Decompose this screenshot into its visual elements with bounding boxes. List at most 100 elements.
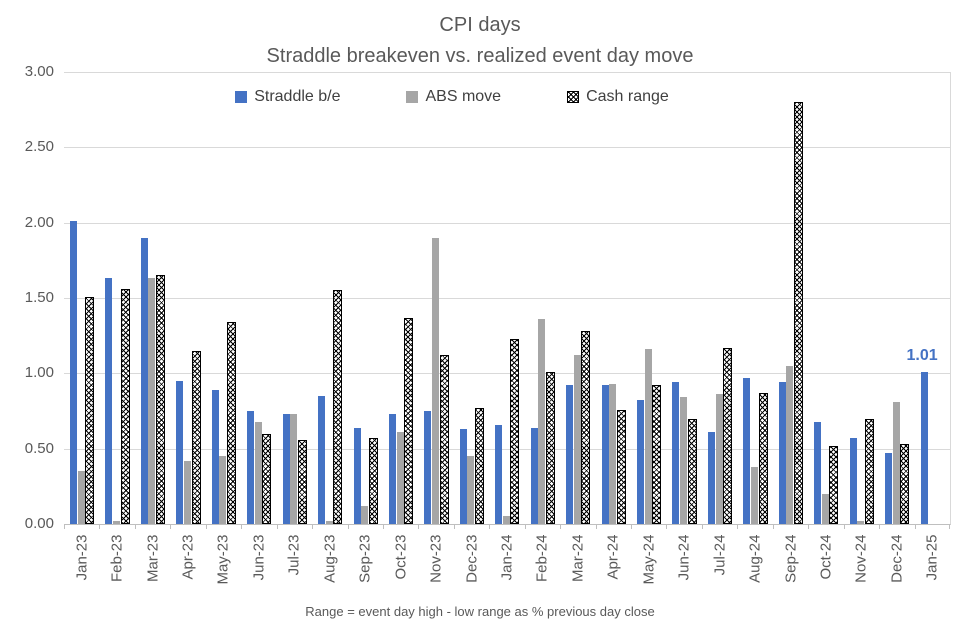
bar-straddle-b-e-jan-25: [920, 371, 928, 524]
x-axis-tick: [843, 524, 845, 529]
bar-abs-move-aug-23: [325, 521, 333, 524]
y-axis-label: 3.00: [24, 63, 54, 80]
x-axis-tick: [631, 524, 633, 529]
legend: Straddle b/e ABS move Cash range: [9, 88, 895, 106]
x-axis-label-feb-24: Feb-24: [533, 534, 551, 583]
bar-straddle-b-e-jul-23: [282, 414, 290, 524]
x-axis-tick: [560, 524, 562, 529]
bar-abs-move-apr-23: [183, 460, 191, 524]
x-axis-label-sep-24: Sep-24: [782, 534, 800, 583]
bar-straddle-b-e-jan-24: [495, 424, 503, 524]
bar-cash-range-apr-24: [616, 409, 626, 524]
bar-abs-move-jun-23: [254, 421, 262, 524]
bar-abs-move-jan-24: [502, 516, 510, 524]
bar-abs-move-dec-23: [467, 456, 475, 524]
bar-group-dec-24: [879, 72, 914, 524]
legend-item-abs: ABS move: [406, 88, 501, 106]
bar-straddle-b-e-jul-24: [707, 432, 715, 524]
y-axis-label: 1.00: [24, 364, 54, 382]
bar-group-sep-24: [773, 72, 808, 524]
abs-swatch-icon: [406, 91, 419, 103]
bar-group-jul-23: [277, 72, 312, 524]
bar-cash-range-jun-24: [687, 418, 697, 524]
x-axis-tick: [99, 524, 101, 529]
bar-group-feb-23: [99, 72, 134, 524]
bar-straddle-b-e-jun-24: [672, 382, 680, 524]
x-axis-label-apr-24: Apr-24: [604, 534, 622, 580]
x-axis-label-jan-25: Jan-25: [923, 534, 941, 581]
chart-title: CPI days: [439, 14, 521, 36]
x-axis-label-apr-23: Apr-23: [179, 534, 197, 580]
bar-abs-move-mar-23: [148, 278, 156, 524]
x-axis-label-nov-23: Nov-23: [427, 534, 445, 583]
bar-straddle-b-e-aug-23: [318, 395, 326, 524]
legend-label-cash: Cash range: [586, 88, 669, 105]
x-axis-label-nov-24: Nov-24: [852, 534, 870, 583]
x-axis-tick: [64, 524, 65, 529]
x-axis-tick: [808, 524, 810, 529]
x-axis-label-jul-23: Jul-23: [285, 534, 303, 576]
bar-straddle-b-e-nov-23: [424, 411, 432, 524]
bar-abs-move-oct-23: [396, 432, 404, 524]
bar-group-apr-24: [596, 72, 631, 524]
bar-cash-range-oct-24: [829, 445, 839, 524]
bar-group-aug-24: [737, 72, 772, 524]
bar-abs-move-sep-24: [786, 365, 794, 524]
x-axis-label-dec-23: Dec-23: [463, 534, 481, 583]
bar-abs-move-mar-24: [573, 355, 581, 524]
bar-cash-range-dec-24: [900, 444, 910, 524]
bar-group-jan-25: [915, 72, 950, 524]
bar-cash-range-may-24: [652, 385, 662, 524]
bar-group-may-24: [631, 72, 666, 524]
legend-item-straddle: Straddle b/e: [235, 88, 340, 106]
bar-cash-range-nov-23: [439, 355, 449, 524]
x-axis-label-jun-24: Jun-24: [675, 534, 693, 581]
bar-straddle-b-e-feb-24: [530, 427, 538, 524]
x-axis-label-aug-23: Aug-23: [321, 534, 339, 583]
legend-item-cash: Cash range: [567, 88, 669, 106]
x-axis-tick: [276, 524, 278, 529]
x-axis-tick: [382, 524, 384, 529]
bar-group-feb-24: [525, 72, 560, 524]
bar-straddle-b-e-mar-24: [566, 385, 574, 524]
x-axis-tick: [772, 524, 774, 529]
bar-group-jan-24: [489, 72, 524, 524]
legend-label-abs: ABS move: [425, 88, 502, 105]
bar-straddle-b-e-jan-23: [70, 221, 77, 524]
x-axis-label-may-23: May-23: [214, 534, 232, 585]
x-axis-label-mar-23: Mar-23: [144, 534, 162, 583]
bar-cash-range-nov-24: [864, 418, 874, 524]
x-axis-tick: [241, 524, 243, 529]
bar-abs-move-dec-24: [892, 401, 900, 524]
bar-cash-range-aug-23: [333, 290, 343, 524]
bar-straddle-b-e-dec-23: [459, 429, 467, 524]
x-axis-tick: [879, 524, 881, 529]
bar-cash-range-feb-24: [545, 371, 555, 524]
x-axis-label-mar-24: Mar-24: [569, 534, 587, 583]
chart-title-block: CPI days Straddle breakeven vs. realized…: [0, 10, 960, 72]
bar-abs-move-feb-24: [538, 319, 546, 524]
cash-swatch-icon: [567, 91, 580, 103]
bar-abs-move-nov-24: [857, 521, 865, 524]
x-axis-tick: [949, 524, 950, 529]
y-axis-label: 2.00: [24, 213, 54, 231]
x-axis-tick: [701, 524, 703, 529]
gridline: [64, 72, 950, 73]
x-axis-label-oct-24: Oct-24: [817, 534, 835, 580]
bar-cash-range-jul-24: [723, 347, 733, 524]
bar-group-jan-23: [64, 72, 99, 524]
bar-abs-move-oct-24: [821, 493, 829, 524]
bar-abs-move-feb-23: [113, 521, 121, 524]
x-axis-tick: [170, 524, 172, 529]
bar-group-dec-23: [454, 72, 489, 524]
y-axis-label: 2.50: [24, 138, 54, 156]
footer-note: Range = event day high - low range as % …: [305, 604, 655, 619]
y-axis-label: 0.00: [24, 515, 54, 532]
bar-straddle-b-e-sep-23: [353, 427, 361, 524]
x-axis-tick: [347, 524, 349, 529]
x-axis-tick: [205, 524, 207, 529]
bar-straddle-b-e-apr-24: [601, 385, 609, 524]
x-axis-label-jun-23: Jun-23: [250, 534, 268, 581]
gridline: [64, 448, 950, 450]
